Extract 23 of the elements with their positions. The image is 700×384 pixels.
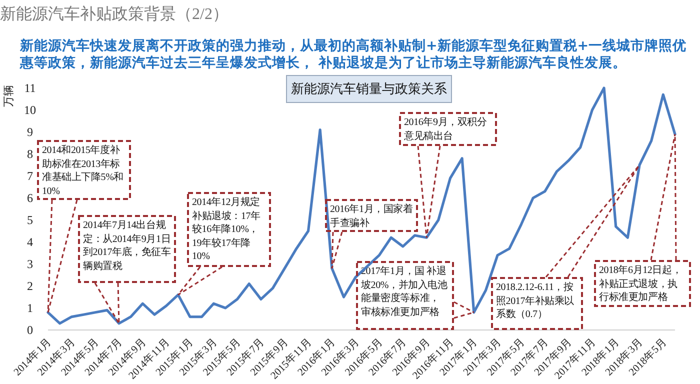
- subtitle: 新能源汽车快速发展离不开政策的强力推动，从最初的高额补贴制+新能源车型免征购置税+一线城市牌照优惠等政策，新能源汽车过去三年呈爆发式增长， 补贴退坡是为了让市场主导新能源汽车良性发展。: [20, 38, 688, 72]
- annotation: 2014年7月14出台规定：从2014年9月1日到2017年底，免征车辆购置税: [82, 218, 172, 274]
- y-tick-label: 6: [27, 191, 33, 205]
- annotation: 2016年1月，国家着手查骗补: [329, 202, 414, 230]
- y-tick-label: 0: [27, 323, 33, 337]
- y-axis-title: 万辆: [2, 85, 15, 107]
- annotation: 2014和2015年度补助标准在2013年标准基础上下降5%和10%: [41, 144, 125, 198]
- y-tick-label: 1: [27, 301, 33, 315]
- annotation: 2016年9月，双积分意见稿出台: [403, 116, 488, 144]
- y-tick-label: 5: [27, 213, 33, 227]
- title: 新能源汽车补贴政策背景（2/2）: [0, 4, 228, 25]
- y-tick-label: 3: [27, 257, 33, 271]
- y-tick-label: 9: [27, 125, 33, 139]
- annotation: 新能源汽车销量与政策关系: [286, 75, 452, 103]
- y-tick-label: 7: [27, 169, 33, 183]
- y-tick-label: 2: [27, 279, 33, 293]
- y-tick-label: 8: [27, 147, 33, 161]
- y-tick-label: 10: [24, 103, 36, 117]
- annotation: 2014年12月规定补贴退坡：17年较16年降10%，19年较17年降10%: [191, 196, 262, 264]
- annotation: 2018.2.12-6.11，按照2017年补贴乘以系数（0.7）: [495, 280, 576, 322]
- y-tick-label: 11: [24, 81, 36, 95]
- annotation: 2018年6月12日起，补贴正式退坡，执行标准更加严格: [598, 264, 683, 305]
- y-tick-label: 4: [27, 235, 33, 249]
